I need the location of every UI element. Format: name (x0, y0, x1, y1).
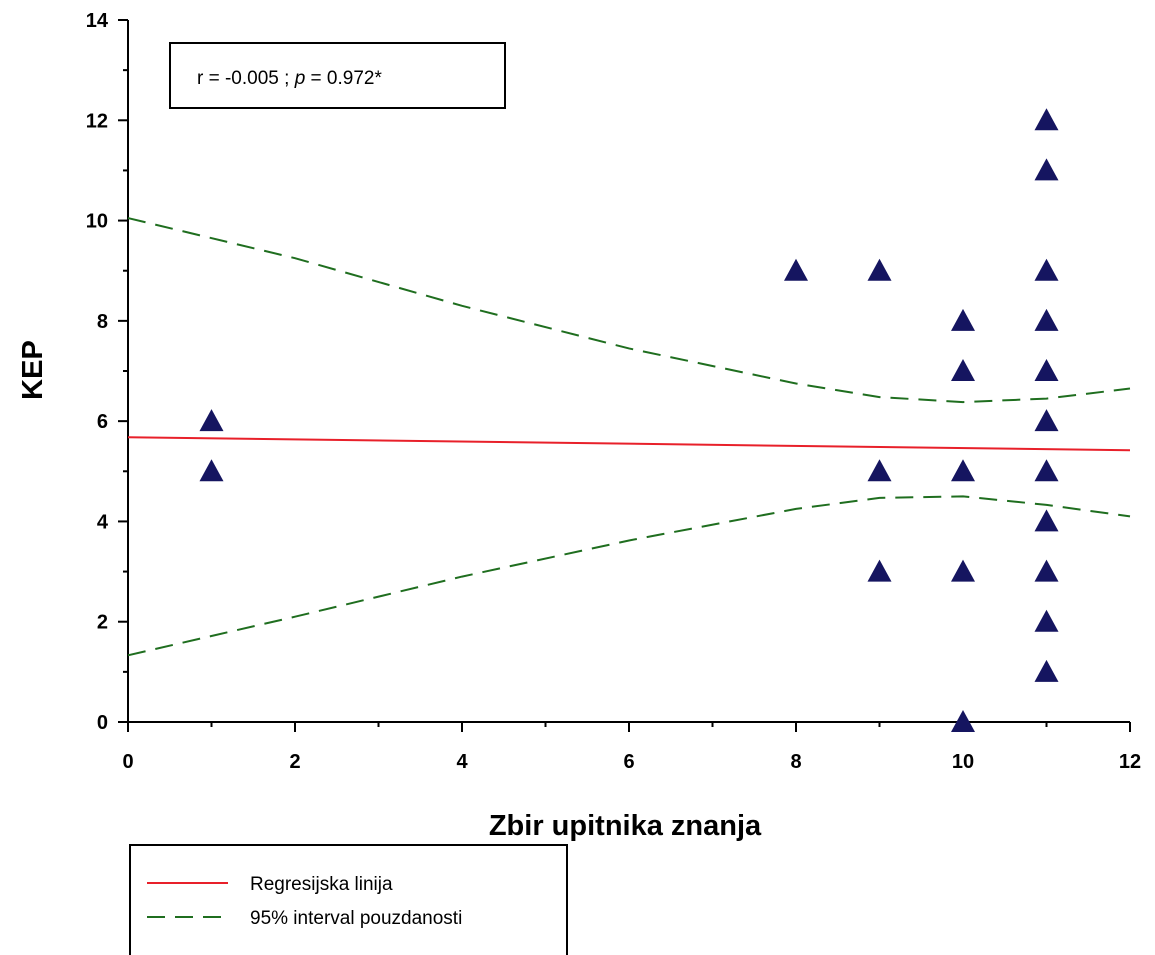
y-tick-label: 0 (97, 712, 108, 734)
y-tick-label: 4 (97, 511, 109, 533)
data-points (199, 108, 1059, 732)
annotation-box: r = -0.005 ; p = 0.972* (169, 42, 506, 109)
data-point-triangle (867, 258, 892, 281)
x-tick-label: 2 (289, 751, 300, 773)
data-point-triangle (951, 359, 975, 381)
data-point-triangle (951, 308, 975, 331)
x-tick-label: 0 (122, 751, 133, 773)
data-point-triangle (867, 559, 892, 582)
y-tick-label: 6 (97, 411, 108, 433)
data-point-triangle (1034, 359, 1059, 381)
confidence-band-line-1 (127, 217, 1131, 404)
legend-label-confidence: 95% interval pouzdanosti (250, 908, 462, 929)
data-point-triangle (1034, 409, 1059, 432)
data-point-triangle (951, 559, 975, 582)
data-point-triangle (951, 710, 975, 732)
data-point-triangle (1034, 459, 1059, 482)
y-tick-label: 14 (86, 10, 109, 32)
data-point-triangle (1034, 659, 1059, 682)
data-point-triangle (1034, 258, 1059, 281)
line-series (127, 217, 1131, 657)
data-point-triangle (1034, 559, 1059, 582)
data-point-triangle (199, 409, 224, 432)
y-tick-label: 2 (97, 612, 108, 634)
x-tick-label: 4 (456, 751, 468, 773)
axes: 0 2 4 6 8 10 12 0 2 4 6 8 10 12 14 (86, 10, 1141, 773)
data-point-triangle (1034, 509, 1059, 532)
legend: Regresijska linija 95% interval pouzdano… (129, 844, 568, 955)
x-axis-title: Zbir upitnika znanja (489, 810, 762, 842)
data-point-triangle (1034, 609, 1059, 632)
x-tick-label: 10 (952, 751, 974, 773)
data-point-triangle (784, 258, 808, 281)
data-point-triangle (867, 459, 892, 482)
legend-label-regression: Regresijska linija (250, 874, 393, 895)
y-tick-label: 8 (97, 311, 108, 333)
annotation-text: r = -0.005 ; p = 0.972* (197, 68, 382, 89)
x-tick-label: 12 (1119, 751, 1141, 773)
data-point-triangle (1034, 108, 1059, 131)
data-point-triangle (199, 459, 224, 482)
x-tick-label: 8 (790, 751, 801, 773)
regression-line (127, 436, 1131, 452)
data-point-triangle (1034, 158, 1059, 181)
data-point-triangle (1034, 308, 1059, 331)
confidence-band-line-2 (127, 495, 1131, 657)
data-point-triangle (951, 459, 975, 482)
y-tick-label: 12 (86, 110, 108, 132)
y-tick-label: 10 (86, 211, 108, 233)
x-tick-label: 6 (623, 751, 634, 773)
y-axis-title: KEP (17, 340, 49, 400)
